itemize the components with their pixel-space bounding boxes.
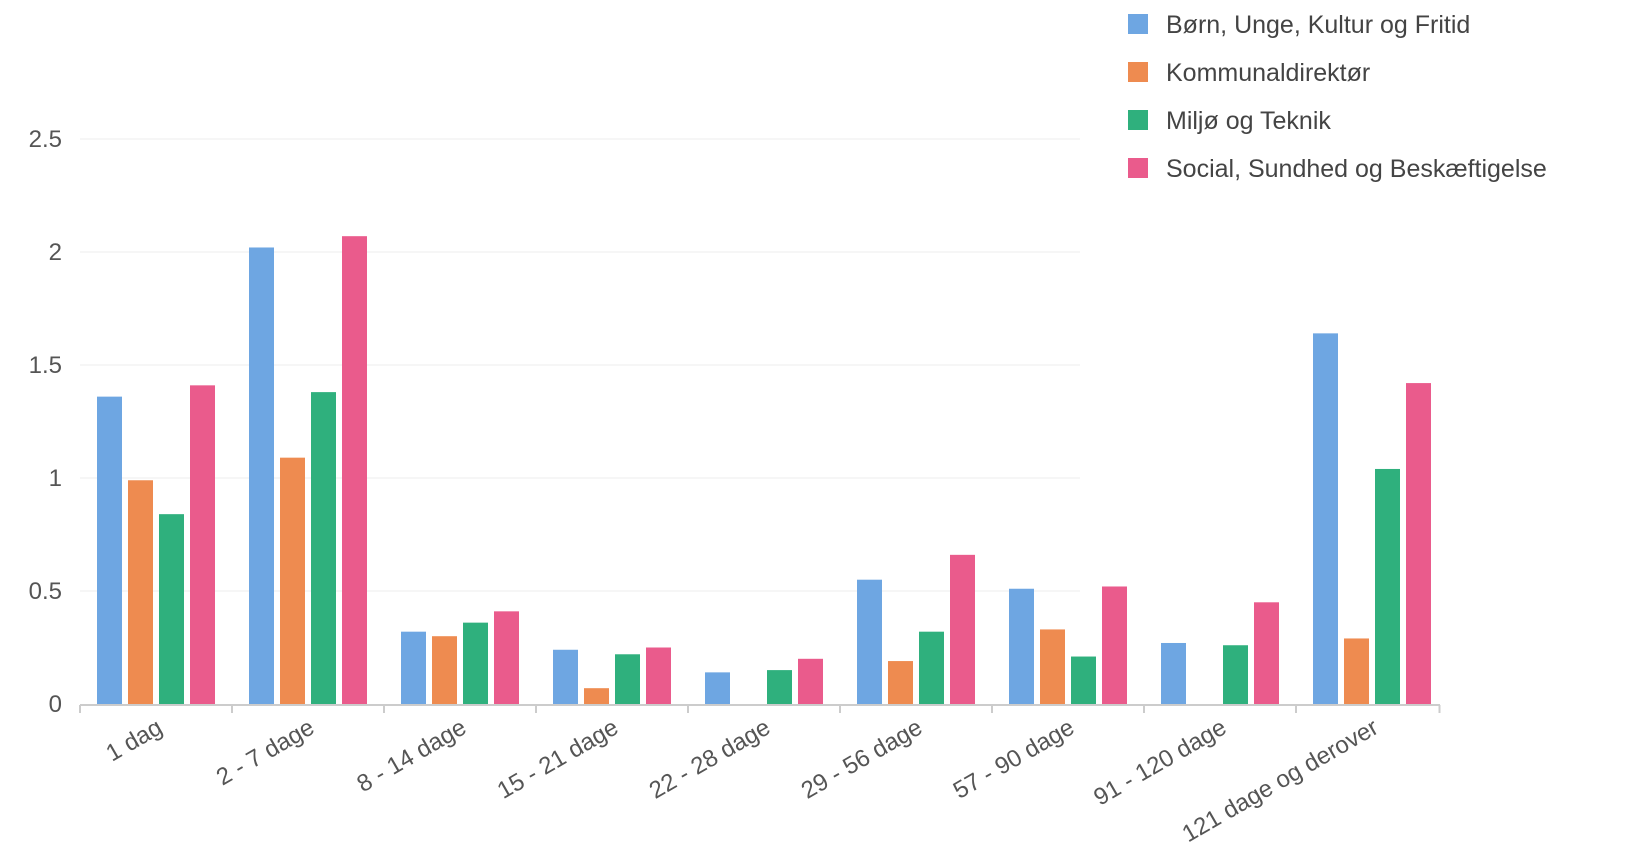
y-tick-label: 2.5 <box>29 126 62 153</box>
legend-label: Kommunaldirektør <box>1166 59 1370 87</box>
x-tick-label: 2 - 7 dage <box>212 714 319 791</box>
bar <box>249 247 274 705</box>
legend-label: Miljø og Teknik <box>1166 107 1331 135</box>
bar <box>705 672 730 704</box>
y-tick-label: 1.5 <box>29 352 62 379</box>
bar <box>494 611 519 704</box>
bar <box>857 579 882 704</box>
y-tick-label: 0 <box>49 691 62 718</box>
legend-swatch <box>1128 62 1148 82</box>
bar <box>432 636 457 704</box>
bar <box>128 480 153 704</box>
bar <box>646 647 671 704</box>
bar <box>553 649 578 704</box>
bar <box>1102 586 1127 704</box>
y-tick-label: 1 <box>49 465 62 492</box>
bar <box>342 236 367 704</box>
bar <box>919 631 944 704</box>
x-tick-label: 57 - 90 dage <box>949 714 1079 805</box>
bar <box>463 622 488 704</box>
bar <box>1254 602 1279 704</box>
legend-swatch <box>1128 14 1148 34</box>
bar <box>950 554 975 704</box>
bar <box>311 392 336 704</box>
bar <box>1040 629 1065 704</box>
x-tick-label: 29 - 56 dage <box>797 714 927 805</box>
bar <box>280 457 305 704</box>
bar <box>767 670 792 704</box>
bar <box>1406 383 1431 704</box>
bar <box>584 688 609 704</box>
y-tick-label: 2 <box>49 239 62 266</box>
bar <box>1161 642 1186 704</box>
bar <box>1375 468 1400 704</box>
bar <box>798 658 823 704</box>
legend-swatch <box>1128 110 1148 130</box>
x-tick-label: 22 - 28 dage <box>645 714 775 805</box>
bar <box>401 631 426 704</box>
legend-label: Børn, Unge, Kultur og Fritid <box>1166 11 1470 39</box>
y-tick-label: 0.5 <box>29 578 62 605</box>
x-tick-label: 1 dag <box>101 714 167 767</box>
bar <box>1313 333 1338 704</box>
x-tick-label: 8 - 14 dage <box>352 714 471 798</box>
bar <box>190 385 215 704</box>
bar <box>615 654 640 704</box>
bar <box>1344 638 1369 704</box>
bar <box>159 514 184 704</box>
legend-label: Social, Sundhed og Beskæftigelse <box>1166 155 1547 183</box>
bar <box>888 661 913 704</box>
bar <box>1223 645 1248 704</box>
bar <box>97 396 122 704</box>
x-tick-label: 91 - 120 dage <box>1089 714 1231 811</box>
x-tick-label: 15 - 21 dage <box>493 714 623 805</box>
bar <box>1009 588 1034 704</box>
bar <box>1071 656 1096 704</box>
legend-swatch <box>1128 158 1148 178</box>
